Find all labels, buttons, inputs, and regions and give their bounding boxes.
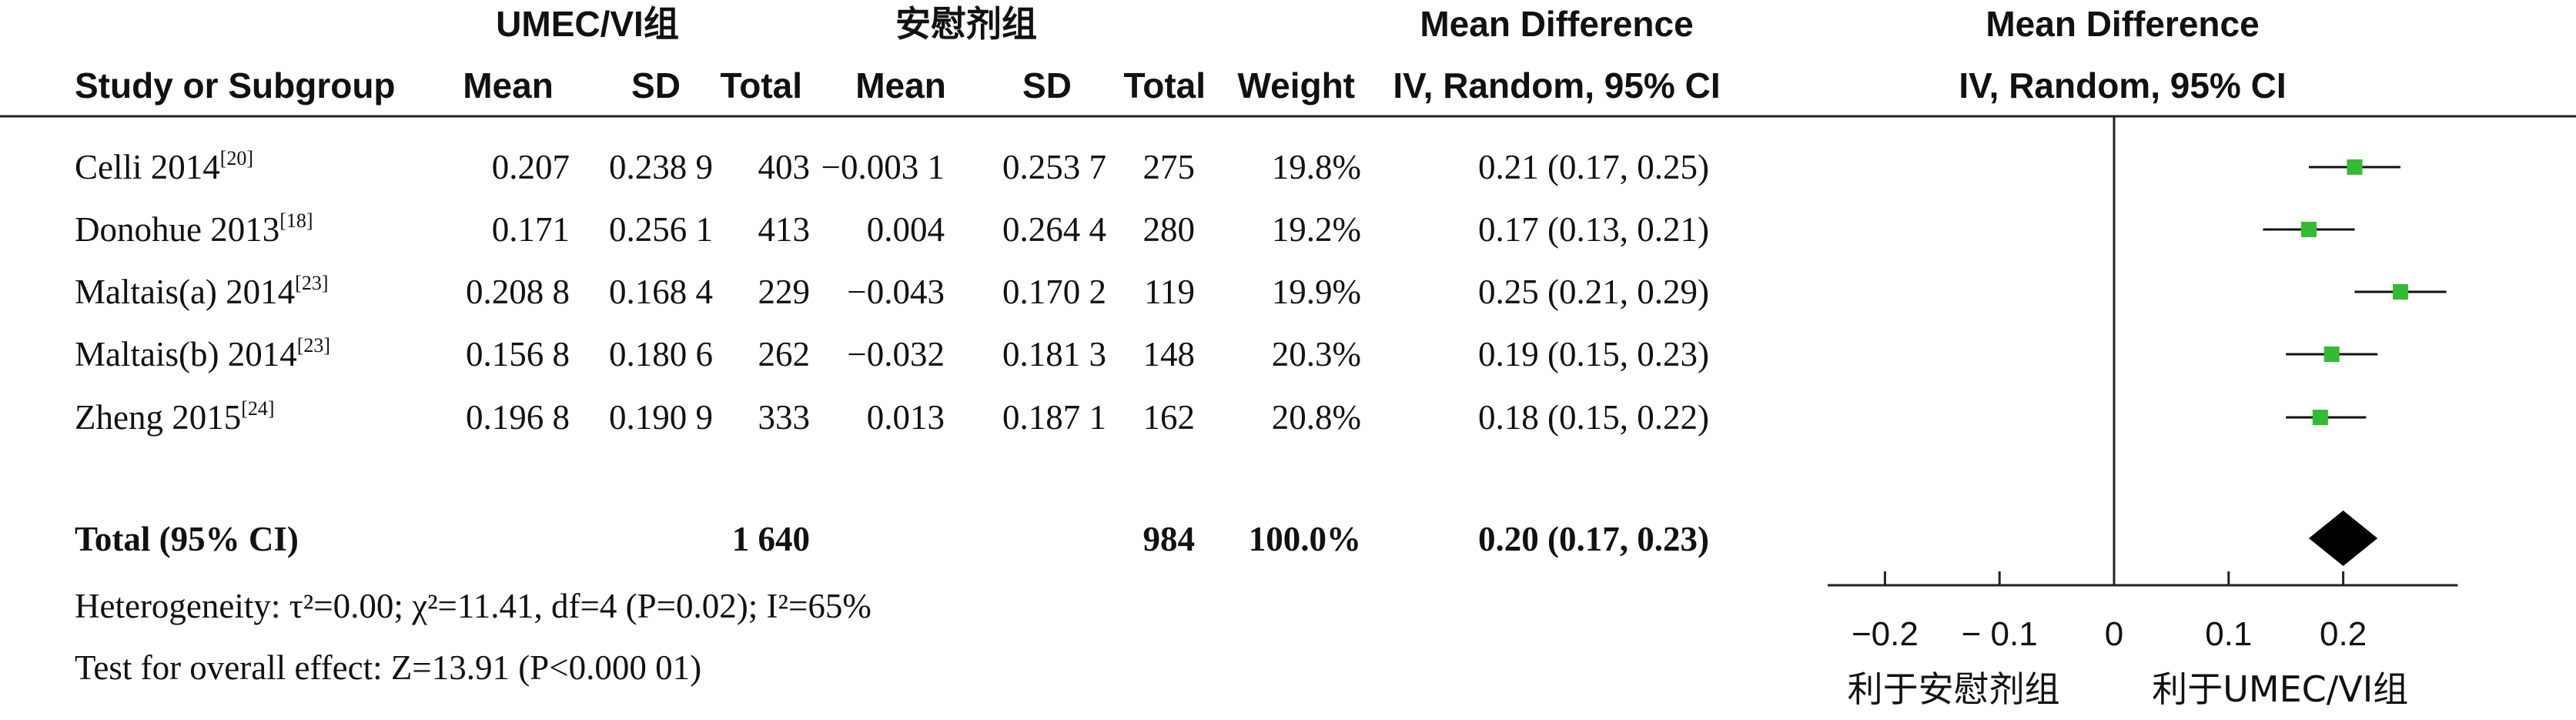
reference-superscript: [23] xyxy=(295,272,329,294)
total2-value: 984 xyxy=(1142,520,1196,558)
mean2-cell: 0.013 xyxy=(866,398,945,437)
x-tick-label: 0.1 xyxy=(2205,615,2253,653)
total-ci: 0.20 (0.17, 0.23) xyxy=(1478,520,1709,558)
ci-cell: 0.18 (0.15, 0.22) xyxy=(1478,398,1709,437)
plot-header-bottom: IV, Random, 95% CI xyxy=(1959,65,2287,105)
total2-cell: 148 xyxy=(1142,335,1196,373)
sd2-cell: 0.253 7 xyxy=(1002,148,1106,186)
group2-header: 安慰剂组 xyxy=(895,4,1037,44)
study-name: Celli 2014[20] xyxy=(75,147,254,186)
study-name: Zheng 2015[24] xyxy=(75,397,275,437)
md-header-top: Mean Difference xyxy=(1420,4,1694,44)
study-column-header: Study or Subgroup xyxy=(75,65,396,105)
mean2-cell: 0.004 xyxy=(866,210,945,249)
x-tick-label: 0 xyxy=(2104,615,2124,653)
sd2-cell: 0.187 1 xyxy=(1002,398,1106,437)
favors-right-label: 利于UMEC/VI组 xyxy=(2152,668,2409,710)
mean1-cell: 0.156 8 xyxy=(466,335,570,373)
reference-superscript: [18] xyxy=(279,209,313,232)
total1-cell: 262 xyxy=(758,335,811,373)
reference-superscript: [20] xyxy=(219,147,254,169)
effect-marker xyxy=(2347,159,2363,175)
x-tick-label: −0.2 xyxy=(1851,615,1919,653)
sd1-cell: 0.168 4 xyxy=(609,273,713,311)
effect-marker xyxy=(2312,410,2328,425)
weight-cell: 20.8% xyxy=(1271,398,1361,437)
mean1-cell: 0.207 xyxy=(491,148,570,186)
reference-superscript: [24] xyxy=(241,397,275,420)
sd2-cell: 0.170 2 xyxy=(1002,273,1106,311)
sd1-header: SD xyxy=(631,65,681,105)
study-name: Donohue 2013[18] xyxy=(75,210,313,249)
total2-cell: 119 xyxy=(1144,273,1195,311)
group1-header: UMEC/VI组 xyxy=(496,4,679,44)
ci-cell: 0.19 (0.15, 0.23) xyxy=(1478,335,1709,373)
study-label: Maltais(a) 2014 xyxy=(75,273,296,311)
total1-cell: 403 xyxy=(758,148,811,186)
reference-superscript: [23] xyxy=(296,334,331,357)
total1-header: Total xyxy=(720,65,802,105)
mean2-cell: −0.003 1 xyxy=(821,148,945,186)
sd2-cell: 0.264 4 xyxy=(1002,210,1106,249)
x-tick-label: 0.2 xyxy=(2320,615,2367,653)
mean2-cell: −0.032 xyxy=(847,335,945,373)
total-weight: 100.0% xyxy=(1248,520,1361,558)
study-label: Celli 2014 xyxy=(75,148,220,186)
sd2-cell: 0.181 3 xyxy=(1002,335,1106,373)
sd2-header: SD xyxy=(1022,65,1072,105)
ci-cell: 0.17 (0.13, 0.21) xyxy=(1478,210,1709,249)
weight-cell: 20.3% xyxy=(1271,335,1361,373)
weight-cell: 19.9% xyxy=(1271,273,1361,311)
x-tick-label: − 0.1 xyxy=(1961,615,2038,653)
mean1-header: Mean xyxy=(463,65,554,105)
sd1-cell: 0.256 1 xyxy=(609,210,713,249)
effect-marker xyxy=(2300,222,2317,237)
pooled-diamond xyxy=(2308,511,2378,566)
total2-cell: 275 xyxy=(1142,148,1196,186)
mean2-cell: −0.043 xyxy=(847,273,945,311)
weight-cell: 19.2% xyxy=(1271,210,1361,249)
total1-value: 1 640 xyxy=(731,520,810,558)
total1-cell: 333 xyxy=(758,398,811,437)
sd1-cell: 0.180 6 xyxy=(609,335,713,373)
mean1-cell: 0.196 8 xyxy=(466,398,570,437)
total2-cell: 162 xyxy=(1142,398,1196,437)
total1-cell: 229 xyxy=(758,273,811,311)
weight-cell: 19.8% xyxy=(1271,148,1361,186)
study-label: Zheng 2015 xyxy=(75,398,242,437)
study-label: Donohue 2013 xyxy=(75,210,280,249)
study-label: Maltais(b) 2014 xyxy=(75,335,297,373)
effect-marker xyxy=(2323,347,2340,362)
plot-header-top: Mean Difference xyxy=(1986,4,2260,44)
effect-marker xyxy=(2393,284,2408,300)
total-label: Total (95% CI) xyxy=(75,520,299,558)
total2-cell: 280 xyxy=(1142,210,1196,249)
ci-cell: 0.21 (0.17, 0.25) xyxy=(1478,148,1709,186)
favors-left-label: 利于安慰剂组 xyxy=(1847,668,2060,710)
mean2-header: Mean xyxy=(855,65,946,105)
mean1-cell: 0.208 8 xyxy=(466,273,570,311)
sd1-cell: 0.238 9 xyxy=(609,148,713,186)
study-name: Maltais(b) 2014[23] xyxy=(75,334,331,373)
study-name: Maltais(a) 2014[23] xyxy=(75,272,329,311)
md-header-bottom: IV, Random, 95% CI xyxy=(1393,65,1721,105)
total2-header: Total xyxy=(1123,65,1206,105)
ci-cell: 0.25 (0.21, 0.29) xyxy=(1478,273,1709,311)
mean1-cell: 0.171 xyxy=(491,210,570,249)
sd1-cell: 0.190 9 xyxy=(609,398,713,437)
weight-header: Weight xyxy=(1237,65,1355,105)
heterogeneity-text: Heterogeneity: τ²=0.00; χ²=11.41, df=4 (… xyxy=(75,587,871,625)
total1-cell: 413 xyxy=(758,210,811,249)
overall-effect-text: Test for overall effect: Z=13.91 (P<0.00… xyxy=(75,648,702,687)
